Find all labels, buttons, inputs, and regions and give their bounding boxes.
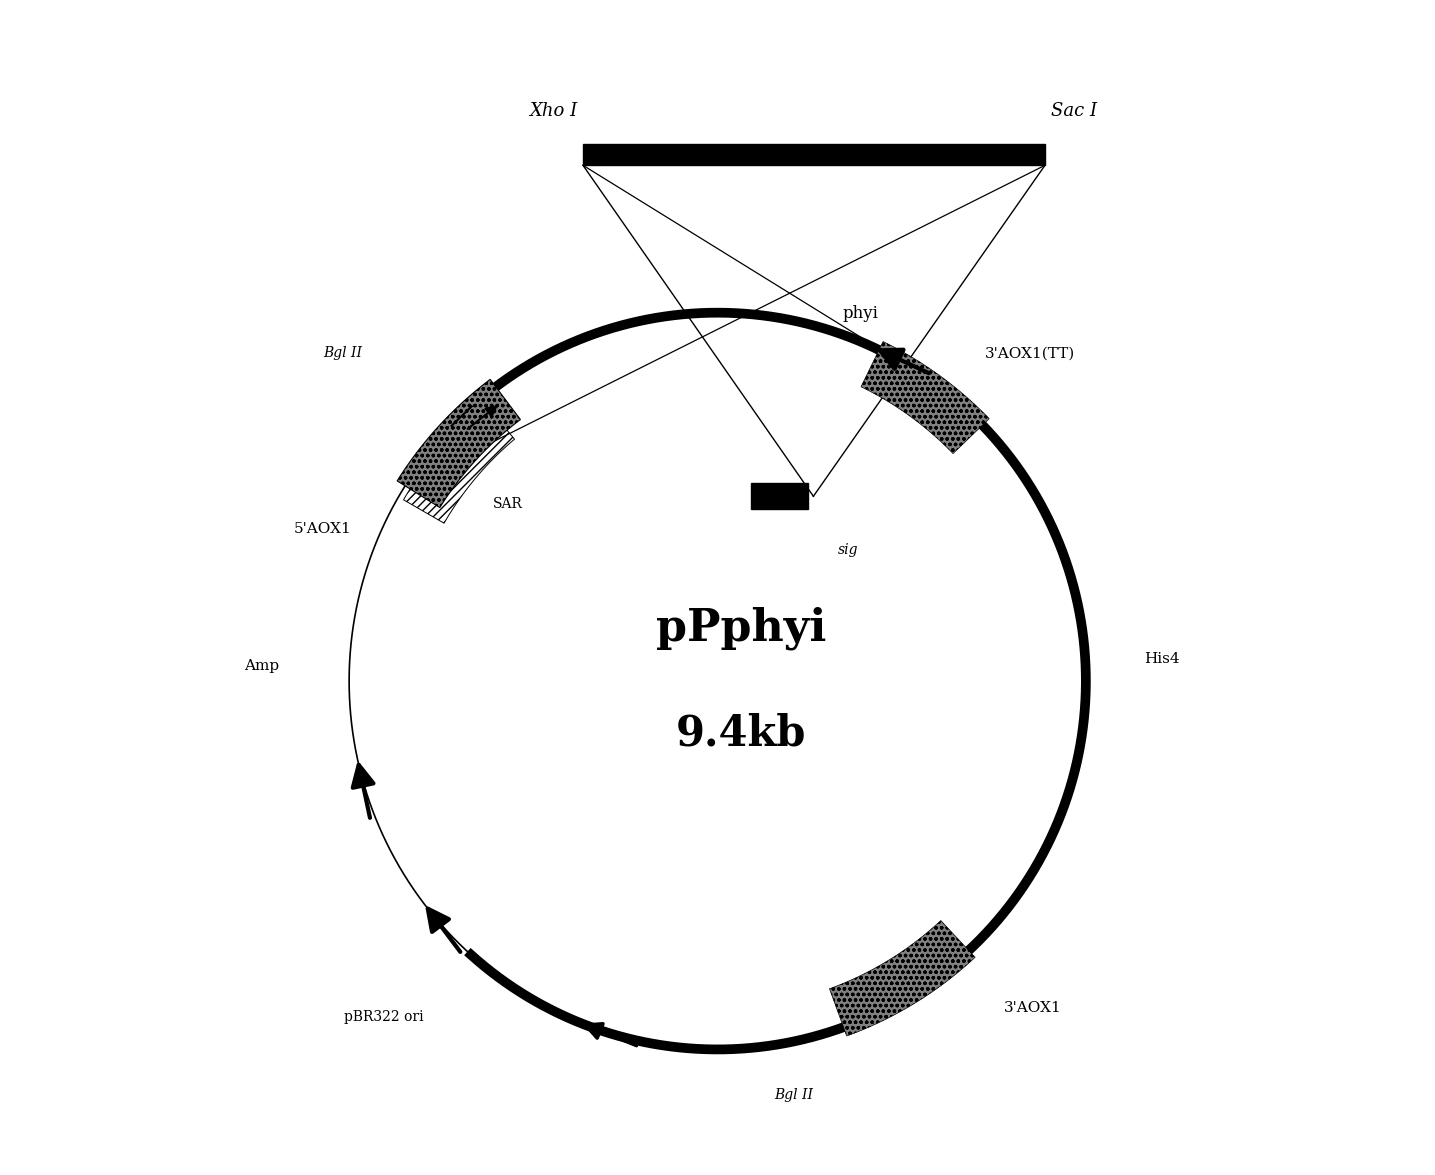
Polygon shape [861, 342, 989, 454]
Text: pPphyi: pPphyi [656, 606, 827, 650]
Polygon shape [403, 403, 515, 523]
Polygon shape [829, 920, 976, 1036]
Text: 5'AOX1: 5'AOX1 [294, 522, 352, 536]
Text: 3'AOX1: 3'AOX1 [1003, 1001, 1062, 1015]
Text: phyi: phyi [842, 306, 878, 322]
Text: Xho I: Xho I [530, 102, 577, 120]
Text: Bgl II: Bgl II [775, 1088, 814, 1102]
Polygon shape [397, 380, 521, 508]
Text: Sac I: Sac I [1050, 102, 1096, 120]
Text: sig: sig [838, 543, 858, 557]
Text: His4: His4 [1144, 652, 1180, 666]
Text: 9.4kb: 9.4kb [676, 713, 806, 754]
Bar [752, 483, 808, 509]
Text: Bgl II: Bgl II [323, 347, 363, 361]
Text: Amp: Amp [244, 659, 280, 673]
Bar [583, 145, 1045, 166]
Text: SAR: SAR [492, 497, 522, 511]
Text: pBR322 ori: pBR322 ori [344, 1010, 423, 1023]
Text: 3'AOX1(TT): 3'AOX1(TT) [984, 347, 1075, 361]
